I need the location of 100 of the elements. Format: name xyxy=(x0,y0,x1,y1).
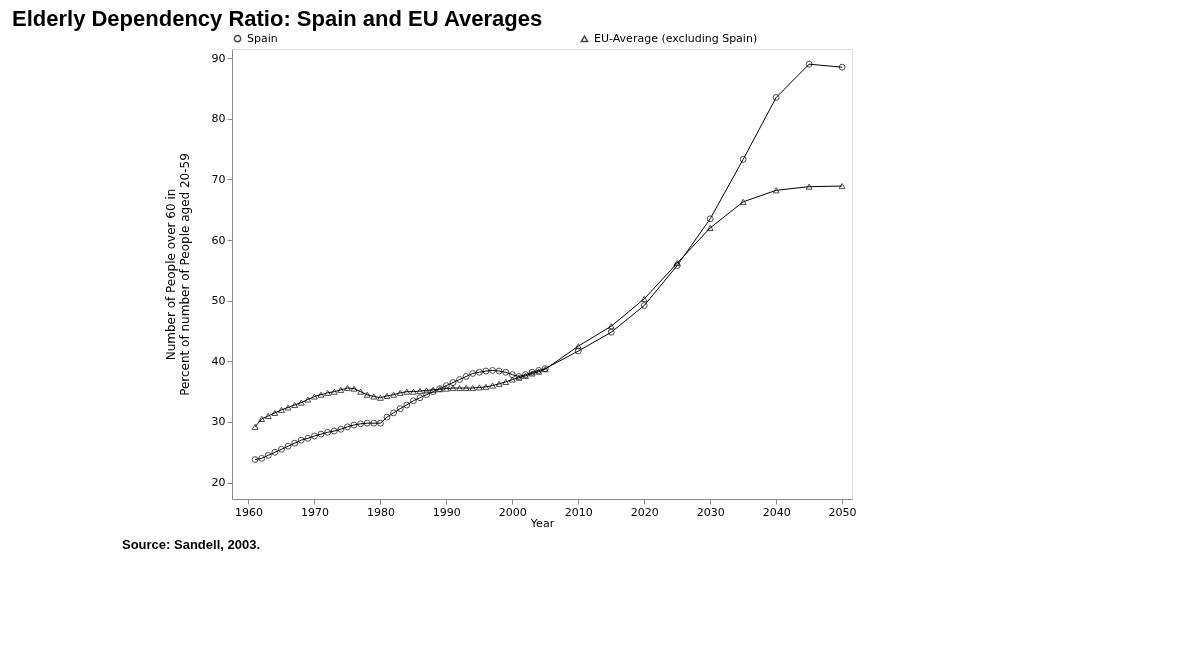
point xyxy=(343,423,351,431)
x-tick-label: 2040 xyxy=(762,505,791,519)
x-axis-title: Year xyxy=(529,516,555,530)
point xyxy=(396,405,404,413)
point xyxy=(482,383,490,390)
point xyxy=(475,368,483,376)
legend-label: Spain xyxy=(247,31,278,45)
point xyxy=(357,388,365,395)
point xyxy=(363,419,371,427)
point xyxy=(310,393,318,400)
point xyxy=(291,439,299,447)
point xyxy=(284,442,292,450)
point xyxy=(291,401,299,409)
point xyxy=(739,155,747,163)
point xyxy=(607,328,615,336)
y-axis-title: Number of People over 60 in Percent of number of People aged 20-59 xyxy=(163,153,192,396)
point xyxy=(489,382,496,389)
point xyxy=(317,430,325,438)
point xyxy=(495,380,503,387)
point xyxy=(706,224,714,231)
point xyxy=(456,376,464,383)
point xyxy=(317,391,325,398)
point xyxy=(376,394,384,401)
point xyxy=(258,454,266,462)
point xyxy=(508,376,516,383)
y-tick-label: 60 xyxy=(211,233,226,247)
point xyxy=(442,385,450,392)
point xyxy=(805,60,813,68)
point xyxy=(423,391,431,399)
x-tick-label: 1980 xyxy=(366,505,395,519)
point xyxy=(264,451,272,459)
point xyxy=(409,397,417,405)
point xyxy=(330,388,338,395)
point xyxy=(462,373,470,380)
point xyxy=(489,366,496,374)
point xyxy=(502,378,510,386)
point xyxy=(383,392,391,399)
x-tick-label: 1970 xyxy=(300,505,329,519)
point xyxy=(304,434,312,442)
point xyxy=(264,412,272,419)
point xyxy=(449,379,457,387)
point xyxy=(363,391,371,398)
chart-title: Elderly Dependency Ratio: Spain and EU Averages xyxy=(12,6,543,31)
point xyxy=(337,425,345,433)
point xyxy=(423,387,431,394)
x-tick-label: 2050 xyxy=(828,505,857,519)
point xyxy=(271,448,279,456)
point xyxy=(383,413,391,421)
y-tick-label: 80 xyxy=(211,112,226,126)
point xyxy=(350,385,358,392)
legend-label: EU-Average (excluding Spain) xyxy=(594,31,758,45)
point xyxy=(502,368,510,376)
x-tick-label: 1960 xyxy=(234,505,263,519)
point xyxy=(337,386,345,393)
point xyxy=(469,370,477,377)
y-tick-label: 40 xyxy=(211,354,226,368)
point xyxy=(495,367,503,375)
point xyxy=(297,399,305,406)
point xyxy=(251,423,259,430)
point xyxy=(442,382,450,390)
point xyxy=(310,432,318,440)
point xyxy=(482,367,490,375)
y-tick-label: 30 xyxy=(211,415,226,429)
point xyxy=(350,421,358,429)
x-tick-label: 1990 xyxy=(432,505,461,519)
point xyxy=(370,419,378,427)
y-tick-label: 90 xyxy=(211,51,226,65)
point xyxy=(772,94,780,101)
source-note: Source: Sandell, 2003. xyxy=(122,537,261,552)
point xyxy=(330,427,338,435)
point xyxy=(805,183,813,190)
point xyxy=(508,371,516,379)
point xyxy=(390,391,398,398)
x-tick-label: 2020 xyxy=(630,505,659,519)
point xyxy=(357,420,365,428)
point xyxy=(574,347,582,355)
point xyxy=(370,393,378,400)
point xyxy=(278,406,285,413)
point xyxy=(772,187,780,194)
point xyxy=(278,445,285,453)
point xyxy=(376,419,384,427)
point xyxy=(416,394,424,402)
point xyxy=(284,404,292,411)
point xyxy=(297,436,305,444)
point xyxy=(324,428,332,436)
point xyxy=(390,409,398,417)
point xyxy=(258,415,266,423)
point xyxy=(640,302,648,309)
point xyxy=(475,384,483,391)
y-tick-label: 50 xyxy=(211,294,226,308)
x-tick-label: 2030 xyxy=(696,505,725,519)
point xyxy=(343,384,351,392)
y-tick-label: 70 xyxy=(211,172,226,186)
point xyxy=(403,401,411,409)
x-tick-label: 2000 xyxy=(498,505,527,519)
y-tick-label: 20 xyxy=(211,476,226,490)
point xyxy=(838,183,846,190)
point xyxy=(396,389,404,396)
point xyxy=(706,215,714,223)
point xyxy=(409,388,417,395)
